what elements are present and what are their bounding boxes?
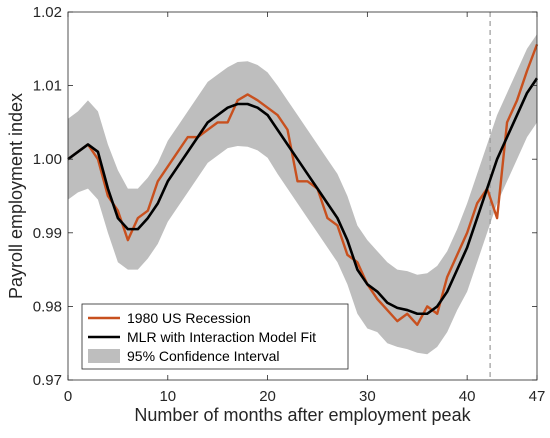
y-tick-label: 0.97 [33,372,62,389]
x-tick-label: 0 [64,388,72,405]
series-line-recession [67,43,539,326]
x-tick-label: 10 [159,388,176,405]
legend: 1980 US Recession MLR with Interaction M… [81,303,349,370]
y-axis: 0.97 0.98 0.99 1.00 1.01 1.02 [33,4,537,389]
y-axis-label: Payroll employment index [6,93,26,299]
legend-box [81,303,349,370]
y-tick-label: 1.02 [33,4,62,21]
y-tick-label: 0.99 [33,225,62,242]
x-tick-label: 30 [359,388,376,405]
plot-frame [67,11,538,381]
x-tick-label: 40 [459,388,476,405]
legend-swatch-confidence-band [88,349,120,363]
legend-label-model-fit: MLR with Interaction Model Fit [127,329,316,345]
y-tick-label: 1.01 [33,78,62,95]
x-tick-label: 47 [529,388,546,405]
x-tick-label: 20 [259,388,276,405]
x-axis: 0 10 20 30 40 47 [64,12,546,405]
x-axis-label: Number of months after employment peak [134,405,471,425]
plot-area [67,11,539,381]
legend-label-recession: 1980 US Recession [127,310,251,326]
y-tick-label: 0.98 [33,298,62,315]
series-line-model-fit [67,77,539,316]
y-tick-label: 1.00 [33,151,62,168]
confidence-band [68,34,537,355]
legend-label-confidence-band: 95% Confidence Interval [127,348,280,364]
